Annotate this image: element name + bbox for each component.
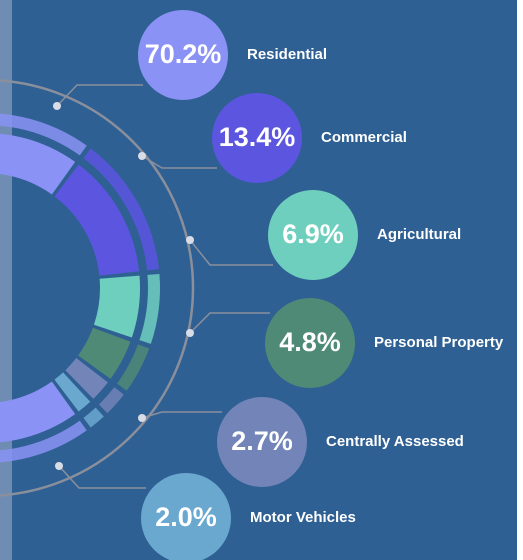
label-bubble xyxy=(268,190,358,280)
left-edge xyxy=(0,0,12,560)
leader-dot xyxy=(138,414,146,422)
outer-ring-segment xyxy=(117,344,150,391)
category-label: Commercial xyxy=(321,129,407,146)
outer-ring-segment xyxy=(83,407,104,428)
percent-label: 70.2% xyxy=(145,39,222,69)
leader-dot xyxy=(186,236,194,244)
percent-label: 6.9% xyxy=(282,219,344,249)
percent-label: 2.0% xyxy=(155,502,217,532)
right-edge xyxy=(517,0,523,560)
outer-ring-segment xyxy=(98,387,124,414)
outer-ring-segment xyxy=(139,273,160,344)
outer-ring-segment xyxy=(83,148,159,271)
category-label: Agricultural xyxy=(377,226,461,243)
donut-segment xyxy=(54,372,91,412)
category-label: Centrally Assessed xyxy=(326,433,464,450)
leader-line xyxy=(56,84,143,107)
leader-line xyxy=(141,411,222,419)
leader-line xyxy=(58,465,146,489)
donut-segment xyxy=(78,327,131,379)
label-bubble xyxy=(141,473,231,560)
leader-dot xyxy=(186,329,194,337)
leader-dot xyxy=(138,152,146,160)
leader-line xyxy=(189,239,273,266)
leader-dot xyxy=(55,462,63,470)
category-label: Personal Property xyxy=(374,334,504,351)
outer-ring-segment xyxy=(0,113,87,463)
label-bubble xyxy=(138,10,228,100)
guide-circle xyxy=(0,79,195,497)
label-bubble xyxy=(217,397,307,487)
percent-label: 2.7% xyxy=(231,426,293,456)
label-bubble xyxy=(212,93,302,183)
category-label: Residential xyxy=(247,46,327,63)
percent-label: 4.8% xyxy=(279,327,341,357)
label-bubble xyxy=(265,298,355,388)
leader-dot xyxy=(53,102,61,110)
leader-line xyxy=(189,312,270,334)
category-label: Motor Vehicles xyxy=(250,509,356,526)
donut-segment xyxy=(54,164,140,276)
donut-segment xyxy=(93,275,140,338)
donut-segment xyxy=(65,358,108,399)
donut-segment xyxy=(0,133,76,443)
percent-label: 13.4% xyxy=(219,122,296,152)
leader-line xyxy=(141,155,217,169)
